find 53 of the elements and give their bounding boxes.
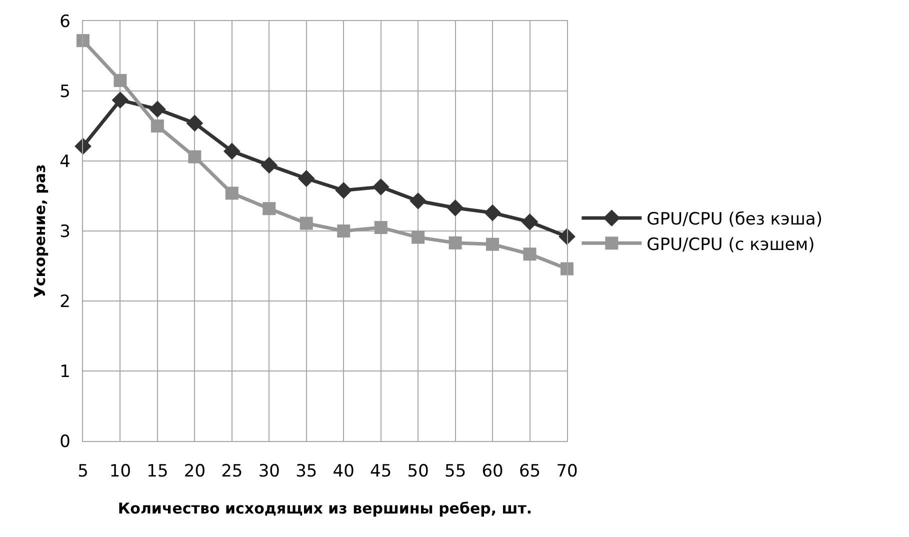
point (76, 34, 90, 48)
x-tick-label: 35 (296, 462, 318, 482)
x-tick-label: 65 (518, 462, 541, 482)
point (149, 100, 166, 118)
point (74, 138, 92, 155)
point (560, 262, 574, 276)
x-tick-label: 60 (482, 462, 504, 482)
x-tick-label: 30 (258, 462, 280, 482)
x-tick-label: 15 (146, 462, 168, 482)
point (150, 120, 164, 132)
point (298, 170, 315, 187)
point (558, 228, 576, 246)
x-axis-title: Количество исходящих из вершины ребер, шт. (118, 500, 532, 518)
point (114, 74, 127, 87)
legend-label: GPU/CPU (с кэшем) (646, 234, 815, 255)
y-tick-label: 2 (60, 292, 70, 312)
point (523, 248, 536, 261)
point (484, 204, 501, 222)
y-tick-label: 6 (60, 12, 70, 32)
x-tick-label: 10 (109, 462, 132, 482)
y-tick-label: 0 (60, 432, 70, 452)
point (486, 238, 500, 251)
point (223, 142, 240, 160)
point (446, 199, 464, 216)
legend-label: GPU/CPU (без кэша) (646, 210, 822, 230)
point (260, 156, 278, 174)
point (262, 202, 276, 216)
point (112, 92, 129, 109)
x-tick-label: 55 (444, 462, 466, 482)
x-tick-label: 5 (78, 462, 88, 482)
point (372, 178, 390, 196)
x-tick-label: 40 (332, 462, 354, 482)
y-tick-label: 3 (60, 222, 70, 242)
point (186, 114, 204, 132)
y-tick-label: 4 (60, 152, 70, 172)
point (335, 182, 352, 199)
point (300, 216, 313, 230)
y-axis-title: Ускорение, раз (30, 164, 49, 298)
point (188, 150, 202, 164)
y-tick-label: 5 (60, 82, 70, 102)
x-tick-label: 25 (221, 462, 243, 482)
point (521, 213, 538, 230)
point (337, 224, 350, 238)
point (374, 221, 388, 234)
point (225, 186, 238, 200)
y-tick-label: 1 (60, 362, 70, 382)
point (410, 192, 427, 210)
point (448, 236, 462, 250)
x-tick-label: 20 (184, 462, 206, 482)
x-tick-label: 70 (556, 462, 578, 482)
x-tick-label: 50 (407, 462, 429, 482)
point (412, 230, 425, 244)
x-tick-label: 45 (370, 462, 392, 482)
